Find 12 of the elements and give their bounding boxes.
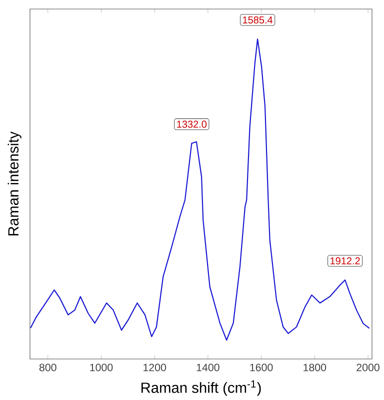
x-tick-label: 1000 [90, 364, 113, 372]
annotation: 1332.0 [177, 120, 207, 128]
x-tick-label: 2000 [356, 364, 380, 372]
x-tick-label: 800 [39, 364, 56, 372]
x-tick-label: 1600 [250, 364, 273, 372]
x-tick-label: 1400 [196, 364, 220, 372]
annotation: 1585.4 [243, 16, 273, 24]
annotation: 1912.2 [330, 257, 360, 264]
x-axis-title: Raman shift (cm$^{-1}$) [141, 380, 261, 396]
x-tick-label: 1200 [144, 364, 166, 372]
y-axis-title: Raman intensity [8, 131, 22, 236]
x-tick-label: 1800 [304, 364, 326, 372]
